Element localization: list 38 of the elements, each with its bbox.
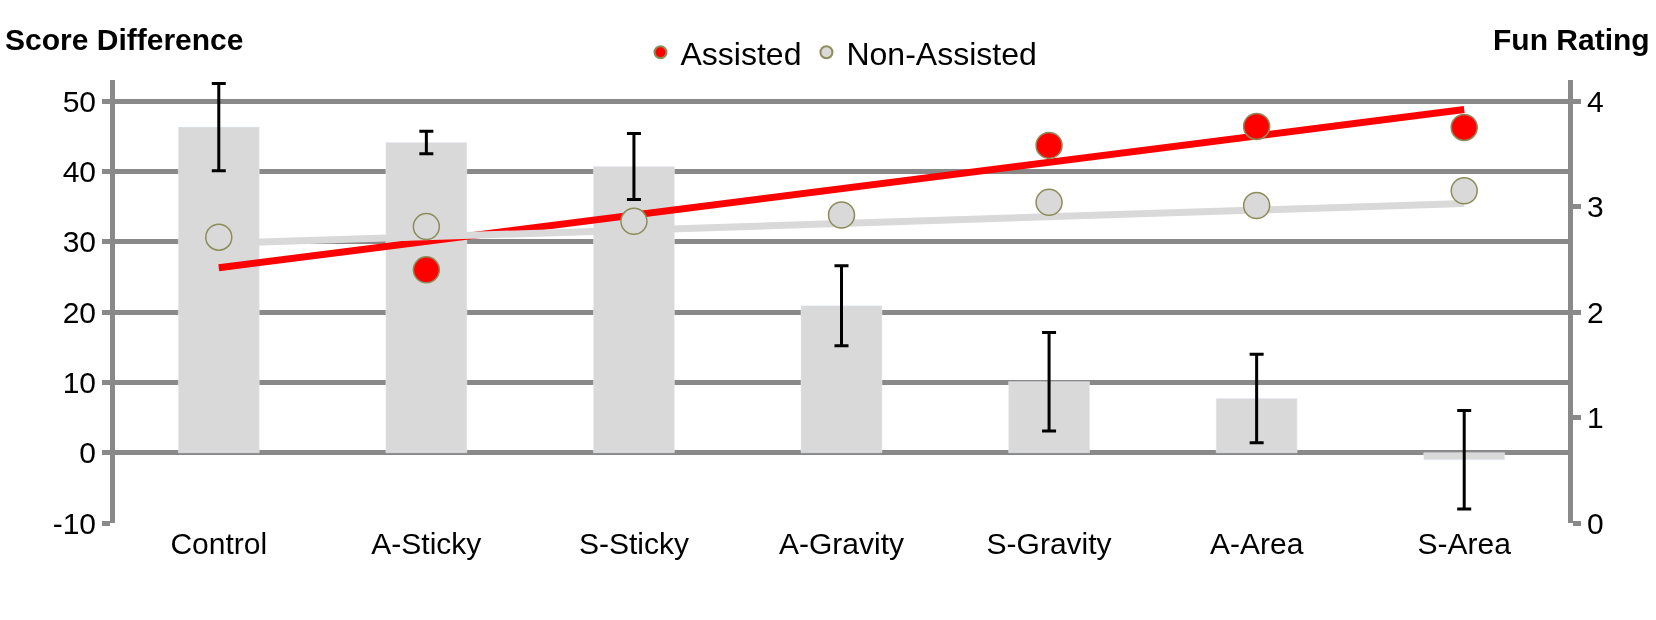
y2-tick-label: 3 — [1587, 190, 1604, 224]
point — [827, 201, 856, 229]
y-tick-label: 30 — [62, 225, 96, 259]
y2-axis-title: Fun Rating — [1493, 23, 1650, 56]
bar — [1215, 398, 1298, 453]
point — [1035, 188, 1063, 217]
y-tick-label: 0 — [79, 436, 96, 470]
point — [1450, 113, 1478, 142]
y-tick-label: 10 — [62, 365, 96, 399]
bar — [1008, 381, 1090, 453]
point — [1242, 191, 1271, 220]
point — [205, 223, 233, 251]
y2-tick-label: 2 — [1587, 295, 1604, 329]
point — [620, 207, 648, 236]
y-tick-label: -10 — [52, 506, 96, 540]
point — [412, 212, 441, 241]
legend-label: Non-Assisted — [846, 35, 1037, 72]
bar — [1423, 452, 1505, 460]
y-tick-label: 50 — [62, 84, 96, 118]
point — [1242, 112, 1271, 141]
y2-tick-label: 1 — [1587, 401, 1604, 435]
x-tick-label: Control — [170, 527, 268, 560]
legend-label: Assisted — [680, 35, 802, 72]
y-tick-label: 20 — [62, 295, 96, 329]
point — [1035, 131, 1063, 160]
point — [1450, 177, 1478, 205]
x-tick-label: A-Gravity — [778, 527, 905, 560]
x-tick-label: A-Area — [1209, 527, 1304, 560]
y-tick-label: 40 — [62, 154, 96, 188]
x-tick-label: S-Area — [1417, 527, 1512, 560]
y2-tick-label: 4 — [1587, 84, 1604, 118]
point — [412, 256, 441, 284]
x-tick-label: S-Gravity — [986, 527, 1112, 560]
bar — [800, 305, 883, 453]
y2-tick-label: 0 — [1587, 506, 1604, 540]
x-tick-label: A-Sticky — [371, 527, 482, 560]
y-axis-title: Score Difference — [5, 23, 244, 56]
x-tick-label: S-Sticky — [578, 527, 689, 560]
